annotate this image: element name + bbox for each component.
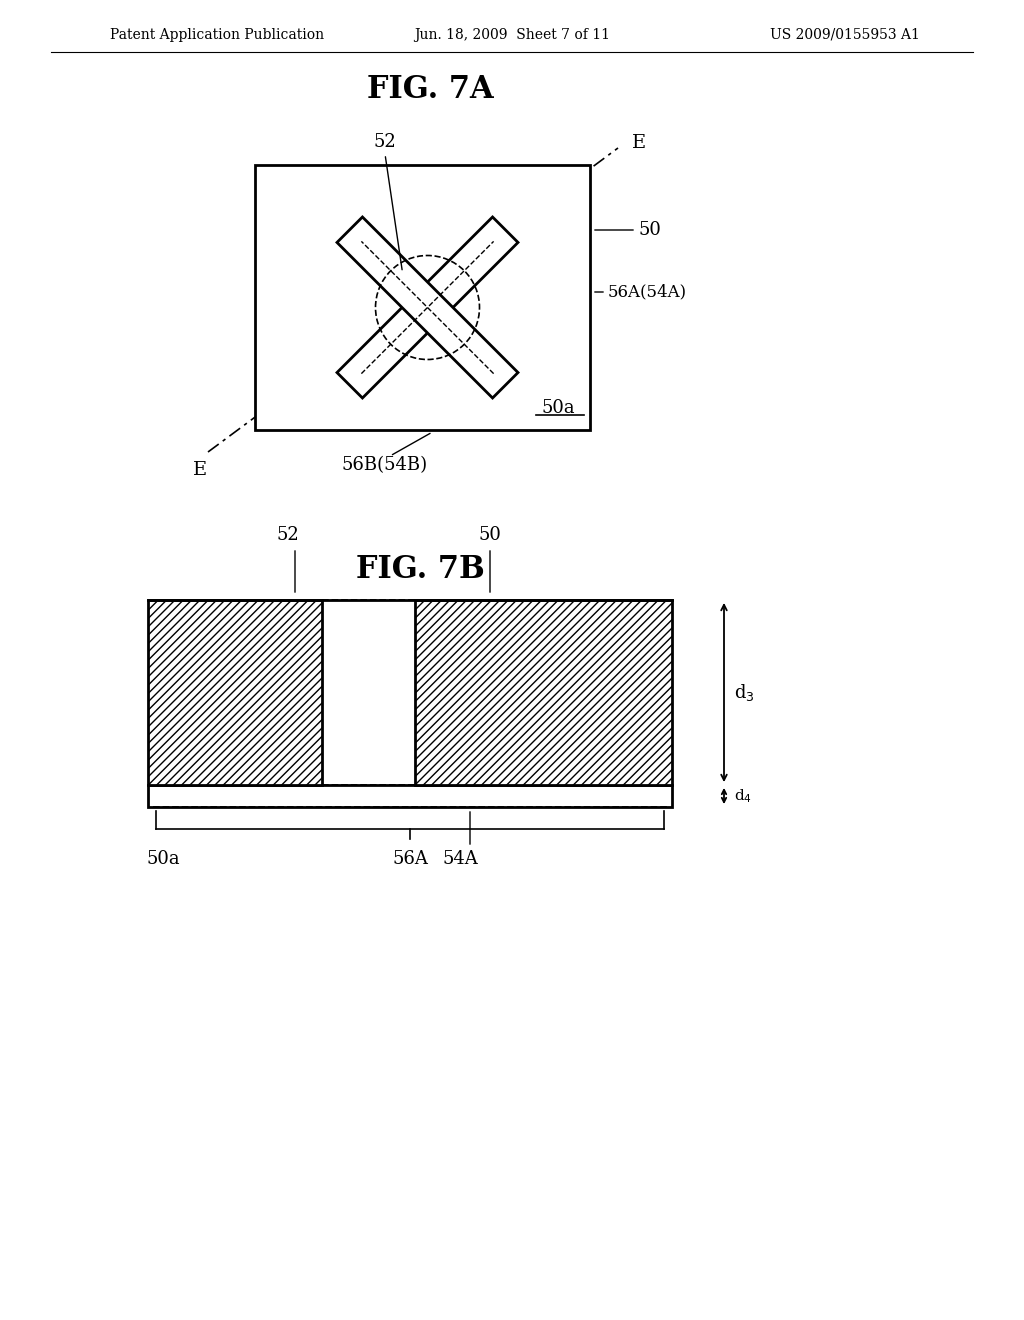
Bar	[148, 785, 672, 807]
Text: 50: 50	[478, 525, 502, 544]
Text: FIG. 7B: FIG. 7B	[355, 554, 484, 586]
Polygon shape	[337, 216, 518, 399]
Text: Patent Application Publication: Patent Application Publication	[110, 28, 325, 42]
Text: 54A: 54A	[442, 850, 478, 869]
Text: d$_3$: d$_3$	[734, 682, 755, 704]
Text: FIG. 7A: FIG. 7A	[367, 74, 494, 106]
Bar	[415, 601, 672, 785]
Text: E: E	[193, 461, 207, 479]
Text: 50: 50	[638, 220, 660, 239]
Text: 56B(54B): 56B(54B)	[342, 455, 428, 474]
Text: 52: 52	[374, 133, 396, 150]
Text: 50a: 50a	[542, 399, 574, 417]
Text: 52: 52	[276, 525, 299, 544]
Bar	[255, 165, 590, 430]
Text: 50a: 50a	[146, 850, 180, 869]
Text: US 2009/0155953 A1: US 2009/0155953 A1	[770, 28, 920, 42]
Text: Jun. 18, 2009  Sheet 7 of 11: Jun. 18, 2009 Sheet 7 of 11	[414, 28, 610, 42]
Text: E: E	[632, 135, 646, 152]
Text: 56A(54A): 56A(54A)	[608, 284, 687, 301]
Text: d$_4$: d$_4$	[734, 787, 752, 805]
Polygon shape	[337, 216, 518, 399]
Bar	[148, 601, 322, 785]
Text: 56A: 56A	[392, 850, 428, 869]
